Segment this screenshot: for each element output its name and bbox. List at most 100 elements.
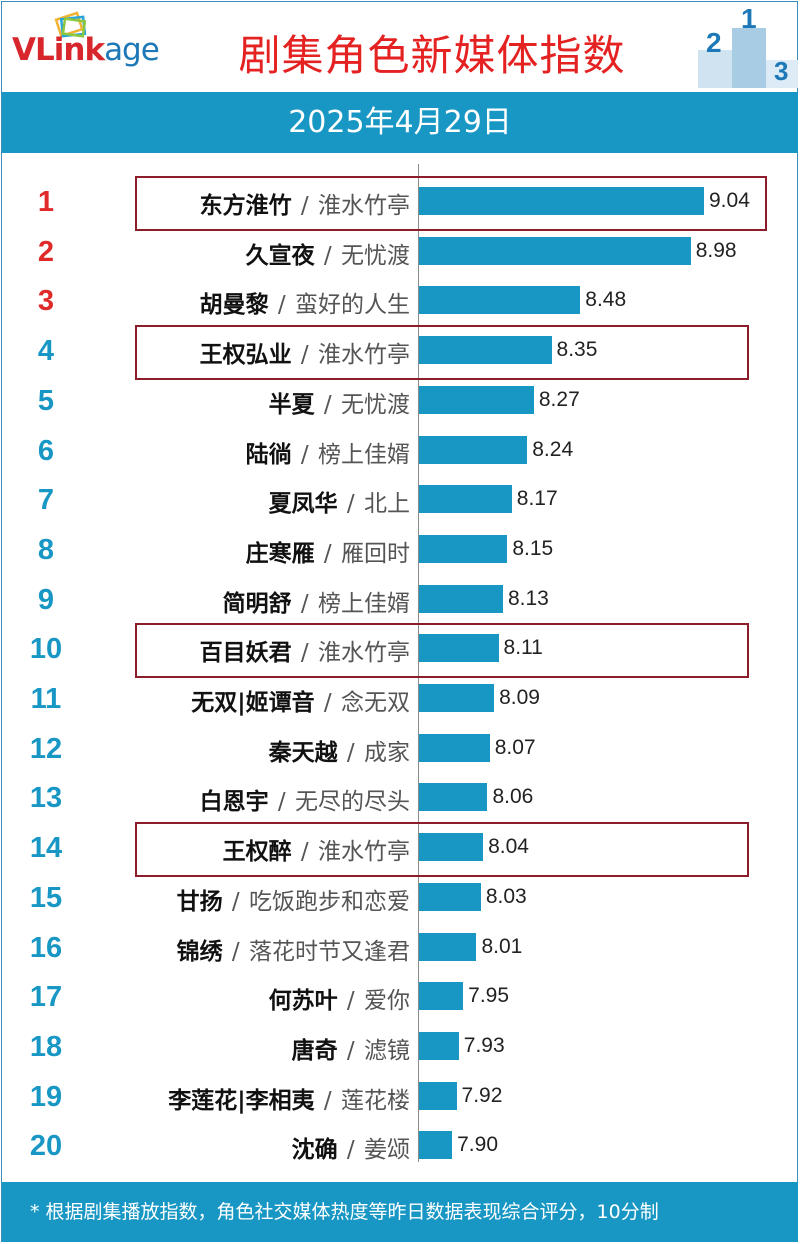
show-title: 落花时节又逢君 xyxy=(249,938,410,965)
label-separator: / xyxy=(293,640,316,667)
chart-row: 20 沈确 / 姜颂 7.90 xyxy=(0,1118,800,1167)
show-title: 蛮好的人生 xyxy=(295,292,410,319)
category-label: 庄寒雁 / 雁回时 xyxy=(246,534,410,568)
chart-row: 16 锦绣 / 落花时节又逢君 8.01 xyxy=(0,920,800,969)
character-name: 无双|姬谭音 xyxy=(191,690,315,716)
show-title: 淮水竹亭 xyxy=(318,193,410,219)
bar xyxy=(419,1031,459,1060)
label-separator: / xyxy=(270,789,293,816)
rank-number: 3 xyxy=(37,285,55,318)
bar-value-label: 8.48 xyxy=(585,288,627,312)
rank-number: 19 xyxy=(29,1080,63,1113)
character-name: 白恩宇 xyxy=(199,789,269,816)
highlight-box xyxy=(135,325,749,381)
show-title: 淮水竹亭 xyxy=(318,640,410,667)
character-name: 夏凤华 xyxy=(268,491,338,518)
show-title: 无忧渡 xyxy=(341,391,410,418)
rank-number: 18 xyxy=(29,1030,63,1063)
bar-value-label: 8.03 xyxy=(485,884,527,908)
bar-value-label: 8.01 xyxy=(481,934,523,958)
rank-number: 10 xyxy=(29,633,63,666)
character-name: 百目妖君 xyxy=(199,640,292,667)
character-name: 东方淮竹 xyxy=(199,193,292,219)
show-title: 淮水竹亭 xyxy=(318,839,410,866)
category-label: 甘扬 / 吃饭跑步和恋爱 xyxy=(177,882,410,916)
bar-value-label: 8.24 xyxy=(532,437,574,461)
character-name: 陆徜 xyxy=(245,441,292,468)
bar xyxy=(419,435,528,464)
chart-axis-line xyxy=(418,164,419,1162)
chart-row: 9 简明舒 / 榜上佳婿 8.13 xyxy=(0,572,800,621)
label-separator: / xyxy=(224,888,247,915)
label-separator: / xyxy=(270,292,293,319)
label-separator: / xyxy=(339,1037,362,1064)
category-label: 胡曼黎 / 蛮好的人生 xyxy=(200,285,410,319)
show-title: 莲花楼 xyxy=(341,1087,410,1114)
show-title: 榜上佳婿 xyxy=(318,590,410,617)
bar-value-label: 9.04 xyxy=(709,189,750,212)
label-separator: / xyxy=(316,540,339,567)
category-label: 锦绣 / 落花时节又逢君 xyxy=(177,932,410,966)
label-separator: / xyxy=(339,1137,362,1164)
rank-number: 7 xyxy=(37,484,55,517)
logo-text-red: VLink xyxy=(12,32,105,68)
show-title: 姜颂 xyxy=(364,1137,410,1164)
rank-number: 11 xyxy=(30,683,62,715)
show-title: 无忧渡 xyxy=(341,242,410,269)
rank-number: 13 xyxy=(29,782,63,815)
bar xyxy=(419,187,704,215)
bar-value-label: 8.13 xyxy=(507,586,549,610)
podium-number-3: 3 xyxy=(774,56,788,86)
chart-row: 12 秦天越 / 成家 8.07 xyxy=(0,721,800,770)
bar xyxy=(419,236,691,265)
character-name: 庄寒雁 xyxy=(245,540,315,567)
character-name: 秦天越 xyxy=(268,739,338,766)
bar xyxy=(419,634,499,663)
podium-number-1: 1 xyxy=(741,8,757,34)
bar-value-label: 8.35 xyxy=(556,338,598,362)
bar-value-label: 8.17 xyxy=(516,487,558,511)
label-separator: / xyxy=(339,491,362,518)
bar-value-label: 8.27 xyxy=(538,387,580,411)
bar-value-label: 8.04 xyxy=(488,835,529,859)
highlight-box xyxy=(135,623,749,679)
bar xyxy=(419,286,581,315)
rank-number: 5 xyxy=(37,384,55,417)
character-name: 王权弘业 xyxy=(199,342,292,369)
character-name: 半夏 xyxy=(268,391,315,418)
character-name: 沈确 xyxy=(291,1137,338,1164)
vlinkage-logo: VLinkage xyxy=(12,11,192,80)
character-name: 何苏叶 xyxy=(268,988,338,1015)
category-label: 唐奇 / 滤镜 xyxy=(292,1031,410,1065)
bar-value-label: 8.07 xyxy=(494,735,536,759)
logo-wordmark: VLinkage xyxy=(12,32,160,68)
bar xyxy=(419,385,534,414)
chart-row: 17 何苏叶 / 爱你 7.95 xyxy=(0,969,800,1018)
character-name: 王权醉 xyxy=(222,839,292,866)
bar-value-label: 8.98 xyxy=(695,238,737,262)
bar xyxy=(419,485,512,514)
bar xyxy=(419,833,484,862)
character-name: 简明舒 xyxy=(222,590,292,617)
bar-value-label: 7.93 xyxy=(463,1033,505,1057)
page-title: 剧集角色新媒体指数 xyxy=(238,31,626,80)
chart-row: 7 夏凤华 / 北上 8.17 xyxy=(0,472,800,521)
podium-icon: 2 1 3 xyxy=(698,8,798,88)
label-separator: / xyxy=(224,938,247,965)
rank-number: 8 xyxy=(37,533,55,566)
rank-number: 1 xyxy=(37,186,55,218)
label-separator: / xyxy=(293,193,316,219)
bar xyxy=(419,1131,453,1160)
show-title: 雁回时 xyxy=(341,540,410,567)
bar xyxy=(419,882,481,911)
chart-row: 8 庄寒雁 / 雁回时 8.15 xyxy=(0,522,800,571)
rank-number: 20 xyxy=(29,1130,63,1163)
bar xyxy=(419,684,495,712)
show-title: 念无双 xyxy=(341,690,410,716)
chart-row: 6 陆徜 / 榜上佳婿 8.24 xyxy=(0,423,800,472)
rank-number: 14 xyxy=(29,832,63,865)
label-separator: / xyxy=(293,342,316,369)
bar xyxy=(419,733,490,762)
bar-value-label: 8.06 xyxy=(492,785,534,809)
show-title: 淮水竹亭 xyxy=(318,342,410,369)
